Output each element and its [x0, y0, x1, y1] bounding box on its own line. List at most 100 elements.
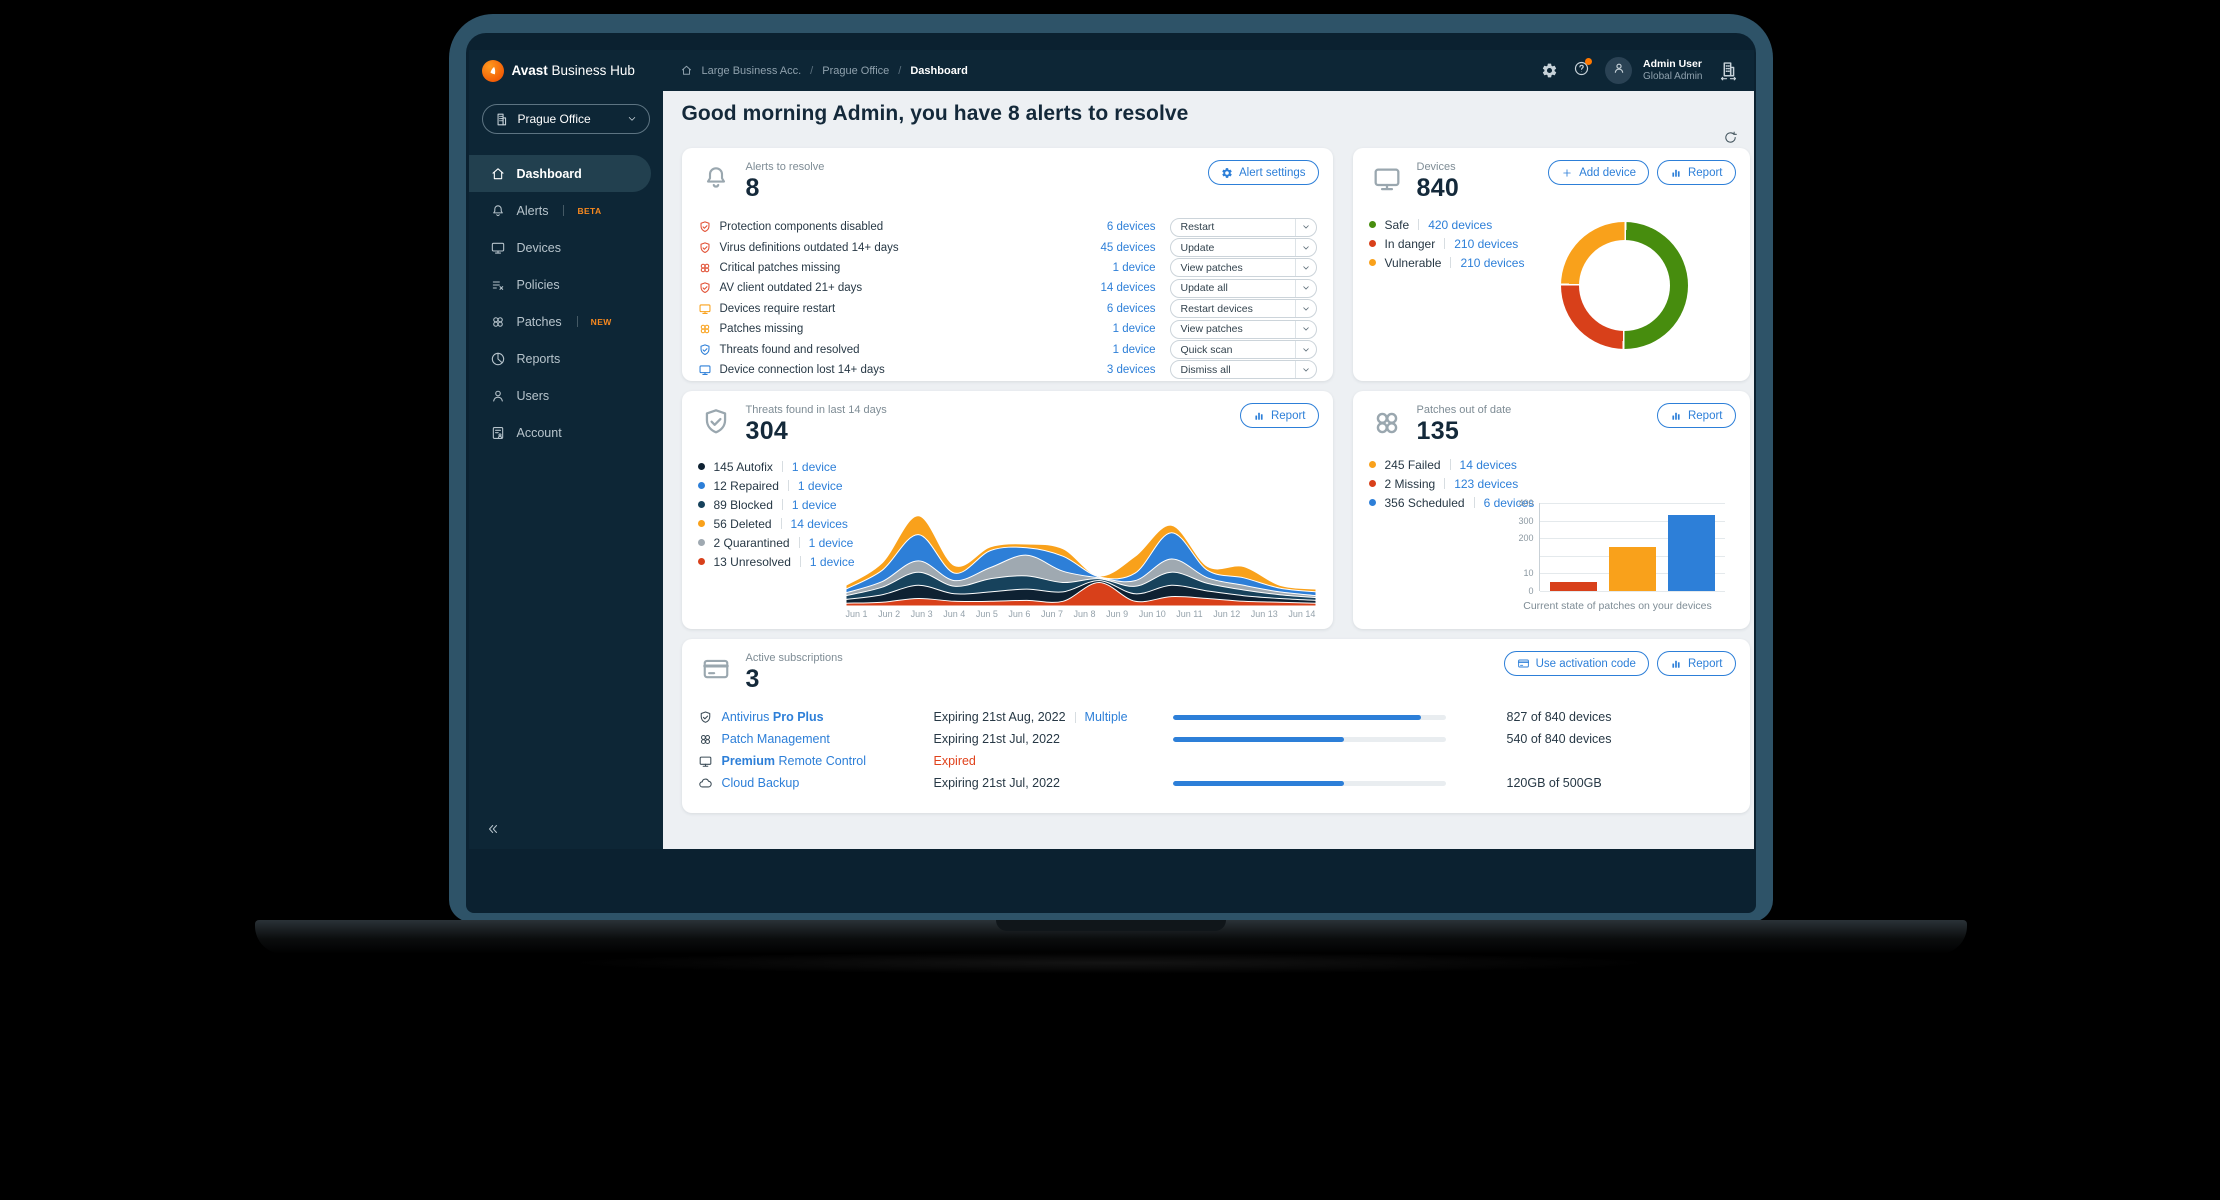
org-selector-label: Prague Office: [517, 112, 591, 126]
shield-icon: [698, 406, 734, 438]
sidebar-item-users[interactable]: Users: [469, 377, 663, 414]
legend-dot: [697, 520, 705, 527]
alert-devices-link[interactable]: 14 devices: [1100, 282, 1156, 295]
legend-devices-link[interactable]: 1 device: [791, 497, 837, 512]
subscription-row: Patch Management Expiring 21st Jul, 2022 5…: [698, 728, 1734, 750]
refresh-icon[interactable]: [1723, 130, 1738, 145]
legend-row: 2 Quarantined 1 device: [697, 533, 855, 552]
bar-chart-icon: [1670, 410, 1682, 422]
subscriptions-report-button[interactable]: Report: [1656, 651, 1736, 676]
alert-action-select[interactable]: Update all: [1169, 278, 1317, 298]
alert-action-select[interactable]: Restart devices: [1169, 299, 1317, 319]
org-selector[interactable]: Prague Office: [481, 104, 650, 134]
alert-devices-link[interactable]: 45 devices: [1100, 241, 1156, 254]
add-device-button[interactable]: Add device: [1548, 160, 1649, 185]
alert-devices-link[interactable]: 6 devices: [1106, 302, 1156, 315]
legend-label: 2 Missing: [1384, 476, 1436, 491]
devices-report-button[interactable]: Report: [1656, 160, 1736, 185]
legend-devices-link[interactable]: 1 device: [809, 554, 855, 569]
expiry-divider: [1074, 711, 1076, 723]
alert-row: Threats found and resolved 1 device Quick …: [698, 339, 1317, 360]
legend-devices-link[interactable]: 1 device: [797, 478, 843, 493]
subscriptions-count: 3: [745, 665, 760, 693]
sidebar: Prague Office Dashboard Alerts BETA Devices…: [468, 91, 663, 849]
alert-action-select[interactable]: Restart: [1169, 217, 1317, 237]
help-icon[interactable]: [1573, 57, 1593, 82]
credit-card-icon: [1517, 657, 1530, 670]
legend-row: 145 Autofix 1 device: [697, 457, 855, 476]
y-axis-tick: 0: [1528, 586, 1534, 596]
alert-devices-link[interactable]: 1 device: [1112, 261, 1156, 274]
collapse-sidebar-icon[interactable]: [486, 822, 500, 836]
brand-text: Avast Business Hub: [511, 63, 635, 78]
sidebar-item-account[interactable]: Account: [469, 414, 663, 451]
alert-label: Devices require restart: [719, 302, 836, 315]
settings-gear-icon[interactable]: [1541, 62, 1558, 79]
use-activation-code-button[interactable]: Use activation code: [1503, 651, 1649, 676]
subscription-name[interactable]: Antivirus Pro Plus: [721, 710, 824, 724]
alert-devices-link[interactable]: 6 devices: [1106, 221, 1156, 234]
avatar[interactable]: [1605, 57, 1633, 84]
badge-divider: [563, 205, 565, 216]
alert-action-label: Update: [1180, 241, 1215, 254]
subscription-name[interactable]: Cloud Backup: [721, 776, 800, 790]
patch-icon: [490, 314, 506, 330]
legend-devices-link[interactable]: 6 devices: [1483, 495, 1535, 510]
subscription-expiry: Expiring 21st Jul, 2022: [934, 776, 1173, 790]
laptop-shadow: [560, 952, 1660, 974]
sidebar-item-devices[interactable]: Devices: [469, 229, 663, 266]
laptop-frame: Avast Business Hub Large Business Acc. / P…: [449, 14, 1773, 922]
progress-track: [1172, 714, 1446, 720]
alert-action-select[interactable]: View patches: [1169, 258, 1317, 278]
legend-devices-link[interactable]: 1 device: [791, 459, 837, 474]
legend-devices-link[interactable]: 1 device: [808, 535, 854, 550]
legend-dot: [1368, 259, 1376, 266]
patch-icon: [698, 322, 720, 336]
subscription-name[interactable]: Patch Management: [721, 732, 830, 746]
legend-devices-link[interactable]: 14 devices: [1459, 457, 1517, 472]
alert-settings-button[interactable]: Alert settings: [1208, 160, 1319, 185]
bar-chart-plot: 400 300 200 10 0: [1518, 498, 1725, 596]
legend-devices-link[interactable]: 210 devices: [1454, 236, 1519, 251]
legend-devices-link[interactable]: 123 devices: [1454, 476, 1519, 491]
breadcrumb-item[interactable]: Large Business Acc.: [701, 64, 802, 77]
brand-area: Avast Business Hub: [469, 59, 663, 82]
alert-action-select[interactable]: Quick scan: [1169, 340, 1317, 360]
threats-card: Threats found in last 14 days 304 Report: [681, 391, 1333, 629]
sidebar-item-dashboard[interactable]: Dashboard: [468, 155, 651, 192]
alert-devices-link[interactable]: 3 devices: [1106, 363, 1156, 376]
sidebar-item-alerts[interactable]: Alerts BETA: [469, 192, 663, 229]
devices-legend: Safe 420 devices In danger 210 devices Vulne…: [1368, 215, 1525, 272]
chevron-down-icon: [1294, 341, 1316, 359]
chevron-down-icon: [1294, 218, 1316, 236]
legend-devices-link[interactable]: 420 devices: [1428, 217, 1493, 232]
alert-row: Patches missing 1 device View patches: [698, 319, 1317, 339]
multiple-link[interactable]: Multiple: [1084, 710, 1128, 724]
threats-report-button[interactable]: Report: [1239, 403, 1319, 428]
bell-icon: [490, 203, 506, 219]
expiry-text: Expired: [933, 754, 976, 768]
alert-action-select[interactable]: View patches: [1169, 319, 1317, 339]
progress-fill: [1172, 714, 1421, 720]
topbar-actions: Admin User Global Admin: [1541, 57, 1753, 84]
patches-report-button[interactable]: Report: [1656, 403, 1736, 428]
legend-devices-link[interactable]: 210 devices: [1460, 255, 1525, 270]
breadcrumb-item[interactable]: Prague Office: [822, 64, 890, 77]
sidebar-item-reports[interactable]: Reports: [469, 340, 663, 377]
company-switcher-icon[interactable]: [1718, 60, 1739, 81]
subscription-name[interactable]: Premium Remote Control: [721, 754, 867, 768]
home-icon: [490, 166, 506, 182]
progress-cell: [1172, 736, 1463, 742]
legend-devices-link[interactable]: 14 devices: [790, 516, 848, 531]
avast-business-hub-app: Avast Business Hub Large Business Acc. / P…: [468, 50, 1754, 849]
sidebar-item-patches[interactable]: Patches NEW: [469, 303, 663, 340]
alert-action-select[interactable]: Update: [1169, 238, 1317, 258]
x-axis-label: Jun 1: [845, 609, 868, 619]
x-axis-label: Jun 3: [910, 609, 933, 619]
alert-devices-link[interactable]: 1 device: [1112, 343, 1156, 356]
sidebar-item-policies[interactable]: Policies: [469, 266, 663, 303]
breadcrumb-item[interactable]: Dashboard: [910, 64, 968, 77]
alert-devices-link[interactable]: 1 device: [1112, 323, 1156, 336]
alert-action-select[interactable]: Dismiss all: [1169, 360, 1317, 380]
